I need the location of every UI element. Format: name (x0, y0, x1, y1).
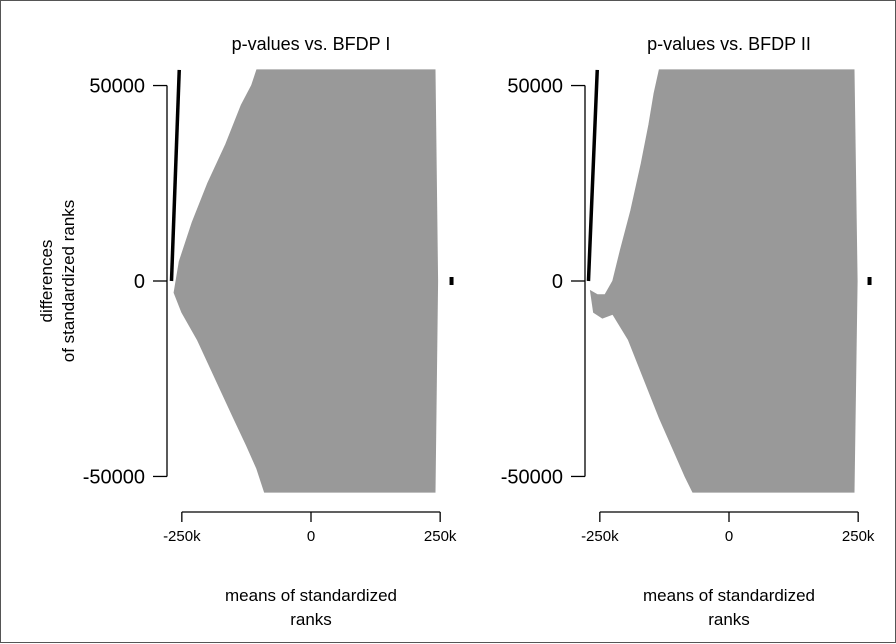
x-tick-label: 0 (307, 528, 315, 545)
x-tick-label: 0 (725, 528, 733, 545)
x-tick-label: 250k (842, 528, 875, 545)
x-tick-label: 250k (424, 528, 457, 545)
x-axis-label: means of standardized ranks (225, 586, 397, 629)
y-tick-label: 50000 (89, 76, 145, 98)
scatter-cloud (589, 69, 858, 493)
y-axis-label: differences of standardized ranks (37, 200, 78, 363)
chart-title: p-values vs. BFDP II (647, 34, 811, 54)
scatter-cloud (173, 69, 439, 493)
y-tick-label: -50000 (501, 466, 563, 488)
x-tick-label: -250k (163, 528, 201, 545)
data-point-marker (449, 277, 454, 285)
y-tick-label: -50000 (83, 466, 145, 488)
y-tick-label: 50000 (507, 76, 563, 98)
chart-title: p-values vs. BFDP I (232, 34, 391, 54)
x-tick-label: -250k (581, 528, 619, 545)
y-tick-label: 0 (134, 271, 145, 293)
y-tick-label: 0 (552, 271, 563, 293)
x-axis-label: means of standardized ranks (643, 586, 815, 629)
data-point-marker (867, 277, 872, 285)
line-series (169, 69, 181, 282)
line-series (586, 69, 599, 282)
